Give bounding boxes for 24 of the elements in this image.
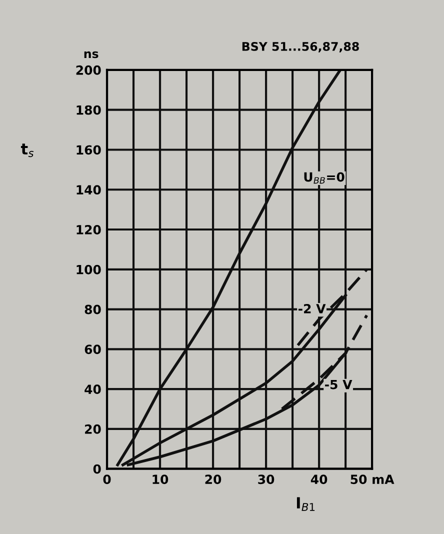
y-tick-label: 0 [93, 464, 101, 474]
y-tick-label: 20 [85, 424, 101, 434]
annotation: -2 V [298, 304, 326, 314]
y-tick-label: 80 [84, 304, 101, 314]
x-axis-title: I$_{B1}$ [296, 497, 315, 511]
y-tick-label: 180 [76, 105, 101, 115]
y-axis-title: t$_{s}$ [20, 144, 34, 158]
y-tick-label: 100 [76, 264, 101, 274]
annotation: -5 V [325, 380, 352, 390]
y-tick-label: 120 [76, 224, 101, 234]
annotation: U$_{BB}$=0 [304, 172, 344, 184]
x-tick-label: 30 [258, 474, 274, 484]
y-tick-label: 140 [76, 185, 101, 195]
x-tick-label: 50 mA [350, 474, 394, 484]
text: ns [84, 51, 98, 58]
y-tick-label: 60 [84, 344, 101, 354]
chart-title: BSY 51...56,87,88 [242, 42, 359, 52]
x-tick-label: 40 [310, 474, 328, 484]
x-tick-label: 20 [205, 474, 222, 484]
x-tick-label: 0 [103, 474, 111, 484]
y-tick-label: 200 [76, 65, 101, 75]
x-tick-label: 10 [152, 474, 168, 484]
y-tick-label: 40 [84, 384, 101, 394]
y-tick-label: 160 [76, 145, 101, 155]
